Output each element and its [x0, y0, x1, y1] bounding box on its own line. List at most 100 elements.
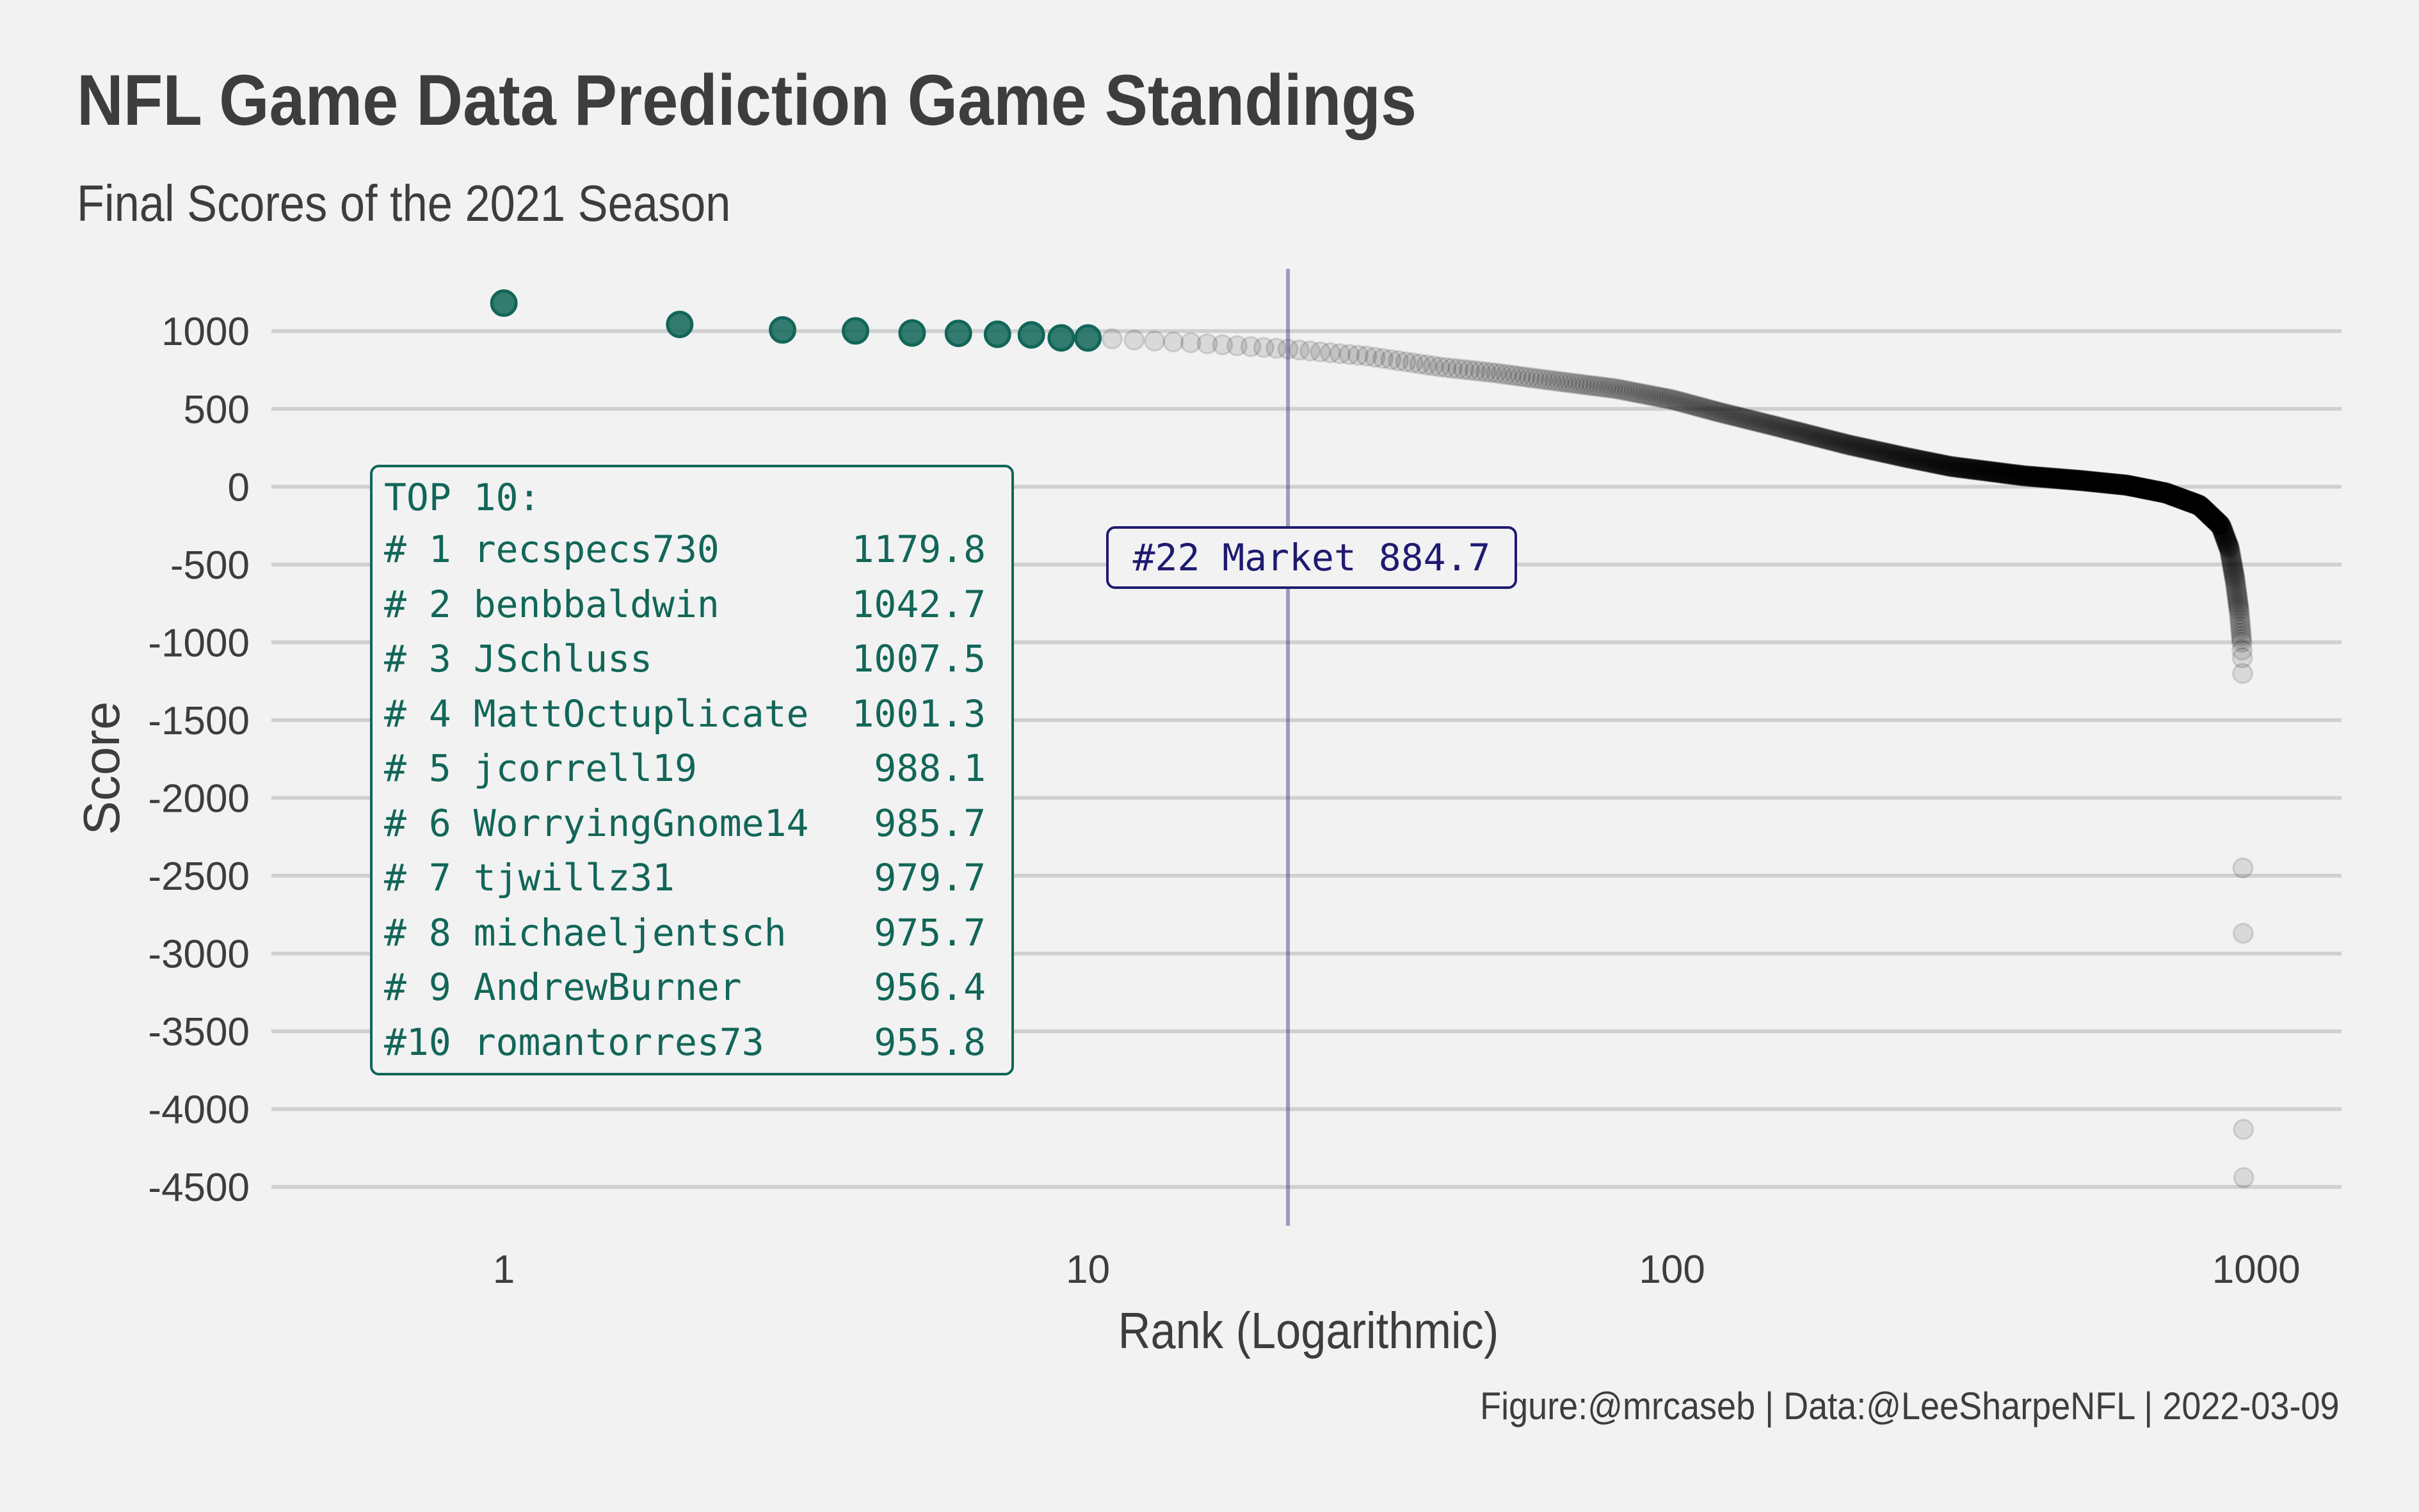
player-point: [2172, 488, 2194, 510]
player-point: [2130, 477, 2152, 499]
player-point: [1927, 453, 1949, 475]
player-point: [2220, 546, 2242, 568]
player-point: [2215, 529, 2237, 551]
top10-point: [1017, 321, 1045, 349]
player-point: [1871, 441, 1893, 463]
player-point: [1748, 411, 1770, 433]
player-point: [1605, 378, 1627, 399]
player-point: [1902, 448, 1924, 470]
player-point: [1895, 447, 1917, 469]
player-point: [2209, 513, 2231, 535]
player-point: [2123, 476, 2145, 497]
player-point: [1536, 369, 1557, 390]
player-point: [1953, 457, 1975, 479]
player-point: [2013, 465, 2035, 487]
player-point: [1475, 361, 1497, 383]
player-point: [2176, 490, 2198, 511]
player-point: [2113, 474, 2135, 495]
player-point: [2160, 484, 2182, 506]
y-tick-label: -1500: [148, 699, 250, 743]
player-point: [1984, 462, 2005, 483]
player-point: [1988, 462, 2009, 483]
player-point: [2096, 472, 2118, 494]
player-point: [2113, 474, 2135, 495]
player-point: [2214, 526, 2236, 547]
player-point: [2035, 467, 2057, 488]
player-point: [2214, 524, 2235, 546]
player-point: [1585, 375, 1607, 397]
top10-row: #10 romantorres73 955.8: [384, 1015, 1011, 1070]
player-point: [1653, 387, 1675, 409]
player-point: [2226, 582, 2247, 604]
player-point: [2063, 469, 2085, 491]
player-point: [2107, 474, 2129, 495]
player-point: [2132, 478, 2154, 499]
player-point: [2199, 504, 2221, 526]
player-point: [1651, 387, 1673, 408]
player-point: [2201, 506, 2222, 527]
player-point: [1676, 392, 1698, 414]
player-point: [2221, 549, 2242, 571]
player-point: [1817, 429, 1839, 451]
x-tick-labels: 1 10 100 1000: [493, 1248, 2301, 1292]
player-point: [1993, 462, 2014, 484]
player-point: [2230, 625, 2252, 647]
player-point: [1646, 385, 1668, 407]
player-point: [2199, 504, 2221, 526]
player-point: [1101, 328, 1123, 350]
player-point: [1299, 340, 1321, 362]
player-point: [1929, 453, 1950, 475]
player-point: [2044, 467, 2066, 489]
player-point: [1995, 463, 2017, 485]
player-point: [1974, 460, 1996, 482]
player-point: [1888, 445, 1909, 467]
player-point: [1973, 460, 1995, 481]
player-point: [1724, 405, 1746, 427]
player-point: [2068, 469, 2090, 491]
player-point: [1779, 419, 1801, 440]
top10-rank: # 5: [384, 746, 474, 790]
player-point: [1310, 341, 1331, 363]
player-point: [1692, 397, 1714, 419]
player-point: [1671, 391, 1693, 413]
player-point: [2082, 470, 2103, 492]
player-point: [1578, 374, 1600, 396]
player-point: [2055, 469, 2077, 490]
player-point: [2110, 474, 2132, 495]
player-point: [1694, 398, 1716, 419]
player-point: [2045, 467, 2067, 489]
player-point: [2198, 503, 2219, 524]
player-point: [2032, 467, 2054, 488]
player-point: [2227, 592, 2249, 614]
player-point: [2109, 474, 2131, 495]
player-point: [2217, 535, 2239, 556]
player-point: [2169, 487, 2190, 509]
player-point: [2231, 631, 2253, 653]
player-point: [2136, 478, 2158, 500]
player-point: [2141, 479, 2163, 501]
player-point: [2029, 466, 2050, 488]
player-point: [1968, 459, 1989, 481]
player-point: [2184, 493, 2206, 515]
player-point: [1877, 442, 1899, 464]
player-point: [2127, 476, 2149, 498]
player-point: [1929, 453, 1951, 475]
player-point: [2167, 487, 2189, 508]
player-point: [1952, 457, 1974, 479]
player-point: [1890, 446, 1911, 467]
player-point: [2130, 477, 2151, 499]
y-tick-label: -2000: [148, 777, 250, 821]
player-point: [2049, 468, 2071, 490]
y-tick-label: -4000: [148, 1088, 250, 1132]
player-point: [1803, 425, 1825, 447]
player-point: [2080, 470, 2102, 492]
player-point: [2126, 476, 2148, 498]
player-point: [1928, 453, 1950, 475]
player-point: [2128, 477, 2150, 499]
player-point: [2175, 490, 2197, 511]
player-point: [1837, 434, 1859, 456]
player-point: [2206, 511, 2228, 533]
player-point: [2180, 491, 2201, 513]
player-point: [1998, 463, 2020, 485]
